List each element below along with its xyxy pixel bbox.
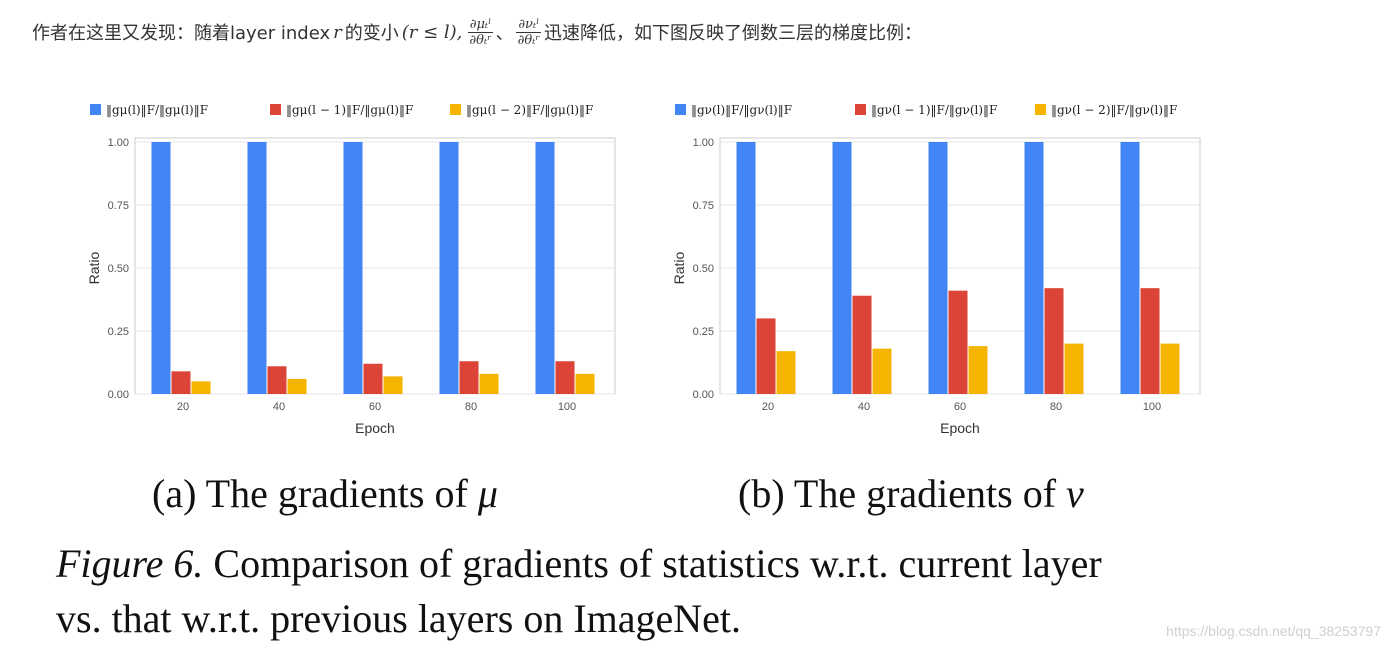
legend-label-2: ‖gμ(l − 2)‖F/‖gμ(l)‖F — [466, 103, 593, 117]
y-tick-label-1: 0.25 — [108, 326, 129, 338]
bar-s1-c3 — [1044, 288, 1064, 394]
figure-caption-text1: Comparison of gradients of statistics w.… — [213, 541, 1102, 586]
intro-text-c: 迅速降低，如下图反映了倒数三层的梯度比例： — [543, 23, 922, 44]
bar-s1-c4 — [1140, 288, 1160, 394]
bar-s1-c2 — [948, 290, 968, 394]
x-tick-label-4: 100 — [1143, 401, 1161, 413]
subcaption-a: (a) The gradients of μ — [152, 470, 498, 517]
bar-s2-c0 — [776, 351, 796, 394]
bar-s1-c4 — [555, 361, 575, 394]
y-axis-title: Ratio — [86, 251, 102, 284]
legend-swatch-2 — [1035, 104, 1046, 115]
intro-var-r: r — [333, 21, 342, 43]
intro-condition: (r ≤ l), — [401, 21, 463, 43]
x-tick-label-2: 60 — [954, 401, 966, 413]
intro-text: 作者在这里又发现：随着layer index r 的变小 (r ≤ l), ∂μ… — [32, 12, 922, 52]
bar-s1-c3 — [459, 361, 479, 394]
bar-s2-c3 — [1064, 343, 1084, 394]
bar-s2-c4 — [1160, 343, 1180, 394]
bar-s0-c2 — [343, 142, 363, 394]
x-tick-label-0: 20 — [762, 401, 774, 413]
y-tick-label-4: 1.00 — [693, 137, 714, 149]
bar-s1-c1 — [267, 366, 287, 394]
chart-gradients-nu: ‖gν(l)‖F/‖gν(l)‖F ‖gν(l − 1)‖F/‖gν(l)‖F ‖g… — [671, 103, 1201, 436]
fraction-nu-denominator: ∂θₜʳ — [517, 32, 540, 48]
bar-s1-c0 — [756, 318, 776, 394]
figure-caption-line1: Figure 6. Comparison of gradients of sta… — [56, 540, 1102, 587]
intro-text-b: 的变小 — [344, 23, 399, 44]
y-tick-label-1: 0.25 — [693, 326, 714, 338]
x-axis-title: Epoch — [355, 420, 395, 436]
y-tick-label-0: 0.00 — [693, 389, 714, 401]
x-tick-label-3: 80 — [1050, 401, 1062, 413]
bar-s2-c1 — [287, 378, 307, 394]
subcaption-a-symbol: μ — [477, 471, 498, 516]
figure-caption-label: Figure 6. — [56, 541, 204, 586]
bar-s0-c4 — [1120, 142, 1140, 394]
legend-swatch-0 — [675, 104, 686, 115]
bar-s0-c4 — [535, 142, 555, 394]
x-tick-label-0: 20 — [177, 401, 189, 413]
bar-s2-c3 — [479, 373, 499, 394]
y-tick-label-3: 0.75 — [108, 200, 129, 212]
y-axis-title: Ratio — [671, 251, 687, 284]
legend-label-0: ‖gν(l)‖F/‖gν(l)‖F — [691, 103, 792, 117]
fraction-mu-denominator: ∂θₜʳ — [469, 32, 492, 48]
bar-s1-c2 — [363, 363, 383, 394]
x-tick-label-2: 60 — [369, 401, 381, 413]
legend-swatch-1 — [270, 104, 281, 115]
legend-label-1: ‖gμ(l − 1)‖F/‖gμ(l)‖F — [286, 103, 413, 117]
y-tick-label-2: 0.50 — [108, 263, 129, 275]
subcaption-b-label: (b) The gradients of — [738, 471, 1057, 516]
bar-s0-c3 — [439, 142, 459, 394]
bar-s1-c1 — [852, 295, 872, 394]
bar-s0-c1 — [247, 142, 267, 394]
x-tick-label-1: 40 — [858, 401, 870, 413]
intro-fraction-mu: ∂μₜˡ ∂θₜʳ — [467, 16, 494, 48]
bar-s1-c0 — [171, 371, 191, 394]
intro-text-a: 作者在这里又发现：随着layer index — [32, 23, 331, 44]
bar-s2-c0 — [191, 381, 211, 394]
x-tick-label-4: 100 — [558, 401, 576, 413]
x-tick-label-1: 40 — [273, 401, 285, 413]
intro-separator: 、 — [495, 23, 514, 44]
fraction-nu-numerator: ∂νₜˡ — [516, 16, 542, 33]
bar-s0-c0 — [736, 142, 756, 394]
bar-s2-c1 — [872, 348, 892, 394]
chart-gradients-mu: ‖gμ(l)‖F/‖gμ(l)‖F ‖gμ(l − 1)‖F/‖gμ(l)‖F ‖g… — [86, 103, 616, 436]
bar-s0-c2 — [928, 142, 948, 394]
y-tick-label-2: 0.50 — [693, 263, 714, 275]
subcaption-a-label: (a) The gradients of — [152, 471, 468, 516]
figure-caption-line2: vs. that w.r.t. previous layers on Image… — [56, 595, 741, 642]
y-tick-label-4: 1.00 — [108, 137, 129, 149]
bar-s2-c4 — [575, 373, 595, 394]
bar-s0-c0 — [151, 142, 171, 394]
legend-swatch-2 — [450, 104, 461, 115]
bar-s0-c1 — [832, 142, 852, 394]
x-tick-label-3: 80 — [465, 401, 477, 413]
subcaption-b: (b) The gradients of ν — [738, 470, 1084, 517]
intro-fraction-nu: ∂νₜˡ ∂θₜʳ — [516, 18, 542, 47]
y-tick-label-3: 0.75 — [693, 200, 714, 212]
subcaption-b-symbol: ν — [1066, 471, 1084, 516]
legend-swatch-0 — [90, 104, 101, 115]
y-tick-label-0: 0.00 — [108, 389, 129, 401]
x-axis-title: Epoch — [940, 420, 980, 436]
legend-swatch-1 — [855, 104, 866, 115]
watermark: https://blog.csdn.net/qq_38253797 — [1166, 623, 1381, 639]
figure-caption-text2: vs. that w.r.t. previous layers on Image… — [56, 596, 742, 641]
bar-s2-c2 — [968, 346, 988, 394]
bar-s0-c3 — [1024, 142, 1044, 394]
legend-label-1: ‖gν(l − 1)‖F/‖gν(l)‖F — [871, 103, 997, 117]
fraction-mu-numerator: ∂μₜˡ — [467, 16, 494, 33]
legend-label-2: ‖gν(l − 2)‖F/‖gν(l)‖F — [1051, 103, 1177, 117]
legend-label-0: ‖gμ(l)‖F/‖gμ(l)‖F — [106, 103, 208, 117]
bar-s2-c2 — [383, 376, 403, 394]
